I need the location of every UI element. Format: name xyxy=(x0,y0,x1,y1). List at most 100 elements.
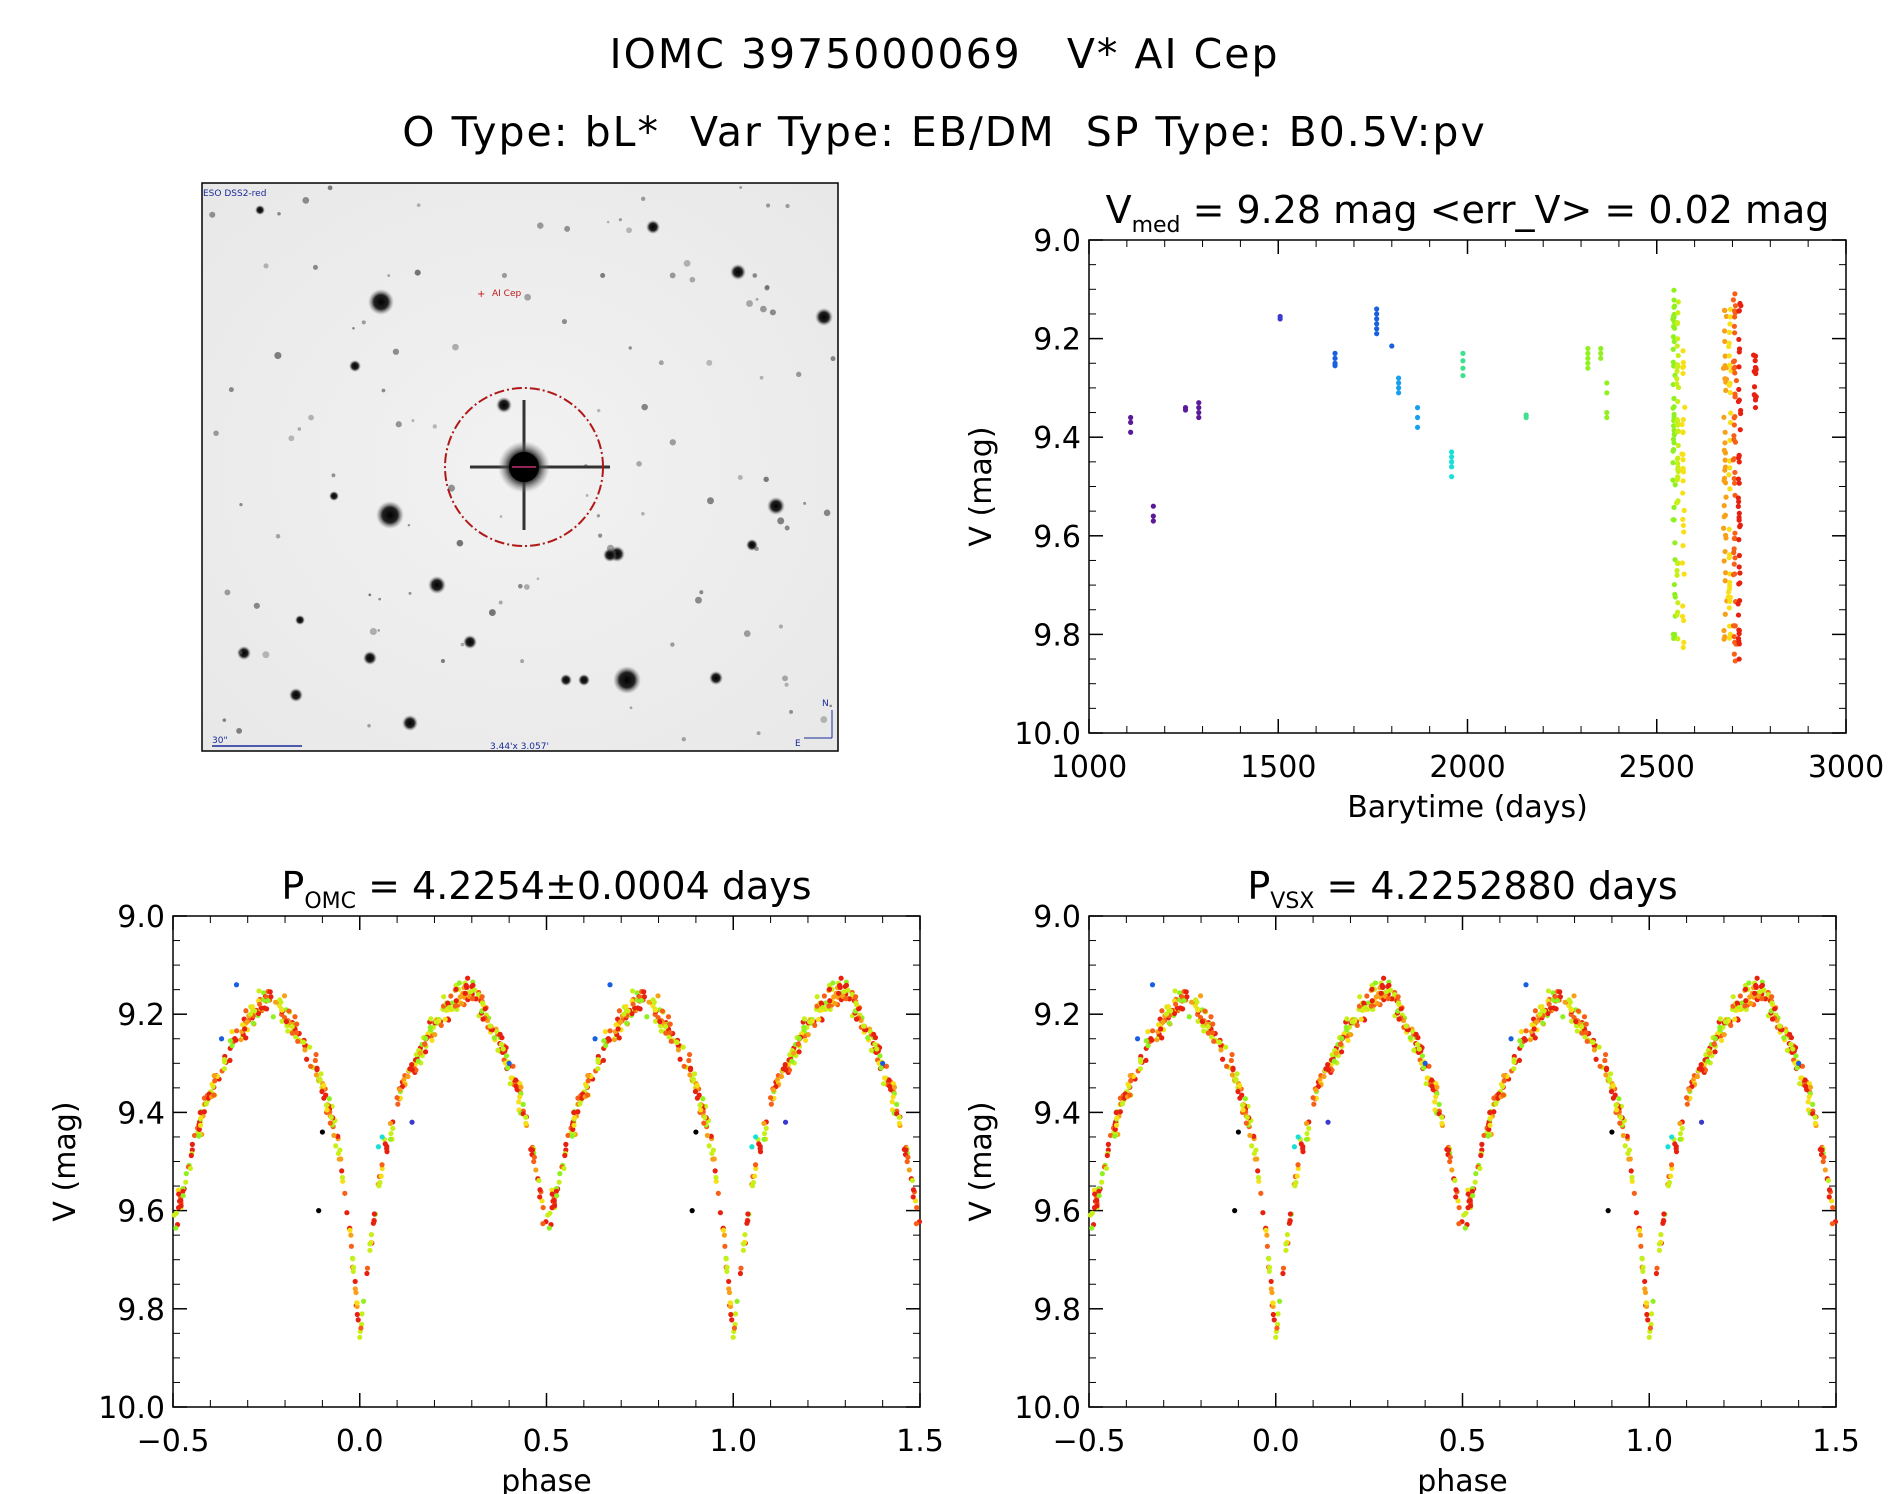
finder-faint-star xyxy=(689,276,696,283)
data-point xyxy=(367,1247,373,1253)
finder-star xyxy=(289,688,303,702)
data-point xyxy=(1508,1036,1514,1042)
finder-faint-star xyxy=(524,293,531,301)
data-point xyxy=(715,1190,721,1196)
data-point xyxy=(463,982,469,989)
data-point xyxy=(183,1171,189,1177)
data-point xyxy=(1631,1190,1637,1196)
data-point xyxy=(324,1107,330,1113)
data-point xyxy=(615,1026,621,1032)
data-point xyxy=(1732,413,1738,420)
data-point xyxy=(479,1000,486,1006)
data-point xyxy=(300,1039,307,1045)
finder-faint-star xyxy=(743,630,751,637)
finder-faint-star xyxy=(737,474,743,480)
data-point xyxy=(702,1114,708,1121)
data-point xyxy=(1722,457,1728,463)
data-point xyxy=(1797,1081,1803,1087)
data-point xyxy=(283,1019,290,1025)
finder-faint-star xyxy=(331,473,336,478)
data-point xyxy=(694,1095,700,1101)
data-point xyxy=(1830,1204,1836,1211)
data-point xyxy=(1738,407,1744,414)
data-point xyxy=(497,1031,503,1037)
finder-star xyxy=(255,205,265,215)
data-point xyxy=(1680,490,1686,496)
data-point xyxy=(1252,1156,1258,1162)
data-point xyxy=(1737,570,1743,576)
data-point xyxy=(686,1051,693,1058)
data-point xyxy=(1128,419,1134,426)
data-point xyxy=(529,1147,536,1153)
data-point xyxy=(1374,331,1380,337)
data-point xyxy=(1726,555,1732,561)
data-point xyxy=(1806,1094,1812,1100)
data-point xyxy=(1460,350,1466,356)
data-point xyxy=(1605,1076,1612,1082)
data-point xyxy=(1730,994,1736,1000)
data-point xyxy=(1255,1168,1261,1174)
data-point xyxy=(910,1187,917,1193)
data-point xyxy=(1727,465,1733,471)
data-point xyxy=(1193,997,1199,1003)
data-point xyxy=(1732,303,1739,309)
data-point xyxy=(570,1126,576,1133)
data-point xyxy=(316,1076,322,1082)
data-point xyxy=(681,1063,687,1069)
data-point xyxy=(1732,469,1738,476)
data-point xyxy=(1173,1001,1179,1007)
data-point xyxy=(601,1038,607,1044)
compass-north: N xyxy=(822,699,829,709)
finder-faint-star xyxy=(440,659,445,664)
data-point xyxy=(375,1144,382,1150)
data-point xyxy=(1598,345,1604,352)
data-point xyxy=(1674,568,1680,574)
data-point xyxy=(196,1133,202,1139)
data-point xyxy=(1571,993,1577,999)
data-point xyxy=(770,1087,776,1093)
data-point xyxy=(1333,1050,1339,1056)
data-point xyxy=(1712,1035,1718,1041)
data-point xyxy=(336,1156,342,1162)
data-point xyxy=(712,1168,718,1174)
data-point xyxy=(865,1035,871,1041)
data-point xyxy=(1730,623,1737,629)
x-tick-label: 1.5 xyxy=(896,1424,944,1459)
finder-faint-star xyxy=(606,220,610,224)
data-point xyxy=(1721,328,1728,334)
data-point xyxy=(1722,363,1728,369)
data-point xyxy=(891,1084,898,1090)
data-point xyxy=(1645,1317,1651,1323)
data-point xyxy=(1424,1075,1430,1081)
data-point xyxy=(342,1190,348,1196)
data-point xyxy=(1614,1107,1620,1113)
data-point xyxy=(197,1109,203,1116)
data-point xyxy=(1460,358,1466,364)
data-point xyxy=(1675,398,1681,405)
data-point xyxy=(286,1008,292,1014)
data-point xyxy=(1103,1165,1110,1172)
data-point xyxy=(1752,404,1759,411)
data-point xyxy=(1287,1218,1293,1224)
data-point xyxy=(1145,1043,1151,1049)
data-point xyxy=(1799,1063,1806,1069)
finder-faint-star xyxy=(518,583,523,589)
finder-star xyxy=(730,264,746,280)
data-point xyxy=(1661,1211,1667,1217)
data-point xyxy=(357,1334,363,1340)
data-point xyxy=(1598,350,1604,356)
data-point xyxy=(227,1057,233,1064)
data-point xyxy=(1732,393,1738,400)
finder-star xyxy=(349,360,361,372)
data-point xyxy=(713,1178,719,1184)
data-point xyxy=(1224,1063,1230,1069)
finder-faint-star xyxy=(823,509,831,517)
data-point xyxy=(1670,334,1676,340)
data-point xyxy=(1223,1044,1229,1050)
data-point xyxy=(1195,1018,1201,1024)
light-curve-panel: 1000 1500 2000 2500 3000 9.0 9.2 9.4 9.6 9.8 10.0 B… xyxy=(964,188,1884,825)
data-point xyxy=(1465,1191,1471,1197)
finder-faint-star xyxy=(416,203,421,208)
data-point xyxy=(498,1041,504,1047)
data-point xyxy=(1228,1057,1234,1064)
